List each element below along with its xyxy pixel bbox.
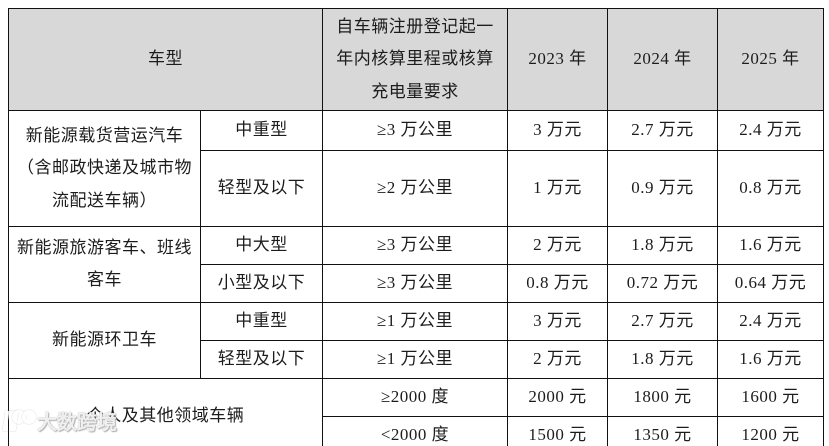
requirement-cell: <2000 度 [322,415,508,446]
subtype-cell: 轻型及以下 [200,339,323,379]
header-year-2024: 2024 年 [607,8,718,111]
value-cell: 1800 元 [607,377,718,417]
requirement-cell: ≥2 万公里 [322,149,508,227]
value-cell: 2.7 万元 [607,109,718,151]
table-row: 个人及其他领域车辆 ≥2000 度 2000 元 1800 元 1600 元 [8,377,824,446]
value-cell: 3 万元 [507,109,608,151]
value-cell: 2.4 万元 [717,301,824,341]
requirement-cell: ≥1 万公里 [322,339,508,379]
header-year-2025: 2025 年 [717,8,824,111]
value-cell: 1.8 万元 [607,339,718,379]
requirement-cell: ≥3 万公里 [322,109,508,151]
category-sanitation: 新能源环卫车 [8,301,201,379]
value-cell: 0.8 万元 [717,149,824,227]
value-cell: 2 万元 [507,339,608,379]
table-row: <2000 度 1500 元 1350 元 1200 元 [9,415,824,446]
table-header-row: 车型 自车辆注册登记起一年内核算里程或核算充电量要求 2023 年 2024 年… [8,8,824,111]
table-row: 小型及以下 ≥3 万公里 0.8 万元 0.72 万元 0.64 万元 [9,263,824,303]
value-cell: 0.9 万元 [607,149,718,227]
value-cell: 1.6 万元 [717,225,824,265]
value-cell: 2 万元 [507,225,608,265]
subtype-cell: 中大型 [200,225,323,265]
table-row: 轻型及以下 ≥1 万公里 2 万元 1.8 万元 1.6 万元 [9,339,824,379]
table-row: 新能源旅游客车、班线客车 中大型 ≥3 万公里 2 万元 1.8 万元 1.6 … [8,225,824,303]
requirement-cell: ≥3 万公里 [322,225,508,265]
value-cell: 0.72 万元 [607,263,718,303]
category-personal: 个人及其他领域车辆 [8,377,323,446]
value-cell: 1.8 万元 [607,225,718,265]
table-row: 新能源载货营运汽车（含邮政快递及城市物流配送车辆） 中重型 ≥3 万公里 3 万… [8,109,824,227]
table-row: 新能源环卫车 中重型 ≥1 万公里 3 万元 2.7 万元 2.4 万元 [8,301,824,379]
value-cell: 0.64 万元 [717,263,824,303]
subtype-cell: 中重型 [200,109,323,151]
requirement-cell: ≥2000 度 [322,377,508,417]
value-cell: 1500 元 [507,415,608,446]
value-cell: 1600 元 [717,377,824,417]
value-cell: 1350 元 [607,415,718,446]
subtype-cell: 小型及以下 [200,263,323,303]
requirement-cell: ≥1 万公里 [322,301,508,341]
value-cell: 3 万元 [507,301,608,341]
table-row: 轻型及以下 ≥2 万公里 1 万元 0.9 万元 0.8 万元 [9,149,824,227]
header-vehicle-type: 车型 [8,8,323,111]
value-cell: 0.8 万元 [507,263,608,303]
value-cell: 2.4 万元 [717,109,824,151]
value-cell: 2000 元 [507,377,608,417]
subsidy-table: 车型 自车辆注册登记起一年内核算里程或核算充电量要求 2023 年 2024 年… [8,8,824,446]
value-cell: 2.7 万元 [607,301,718,341]
value-cell: 1200 元 [717,415,824,446]
subtype-cell: 中重型 [200,301,323,341]
header-year-2023: 2023 年 [507,8,608,111]
header-requirement: 自车辆注册登记起一年内核算里程或核算充电量要求 [322,8,508,111]
value-cell: 1.6 万元 [717,339,824,379]
requirement-cell: ≥3 万公里 [322,263,508,303]
subtype-cell: 轻型及以下 [200,149,323,227]
category-bus: 新能源旅游客车、班线客车 [8,225,201,303]
category-freight: 新能源载货营运汽车（含邮政快递及城市物流配送车辆） [8,109,201,227]
value-cell: 1 万元 [507,149,608,227]
